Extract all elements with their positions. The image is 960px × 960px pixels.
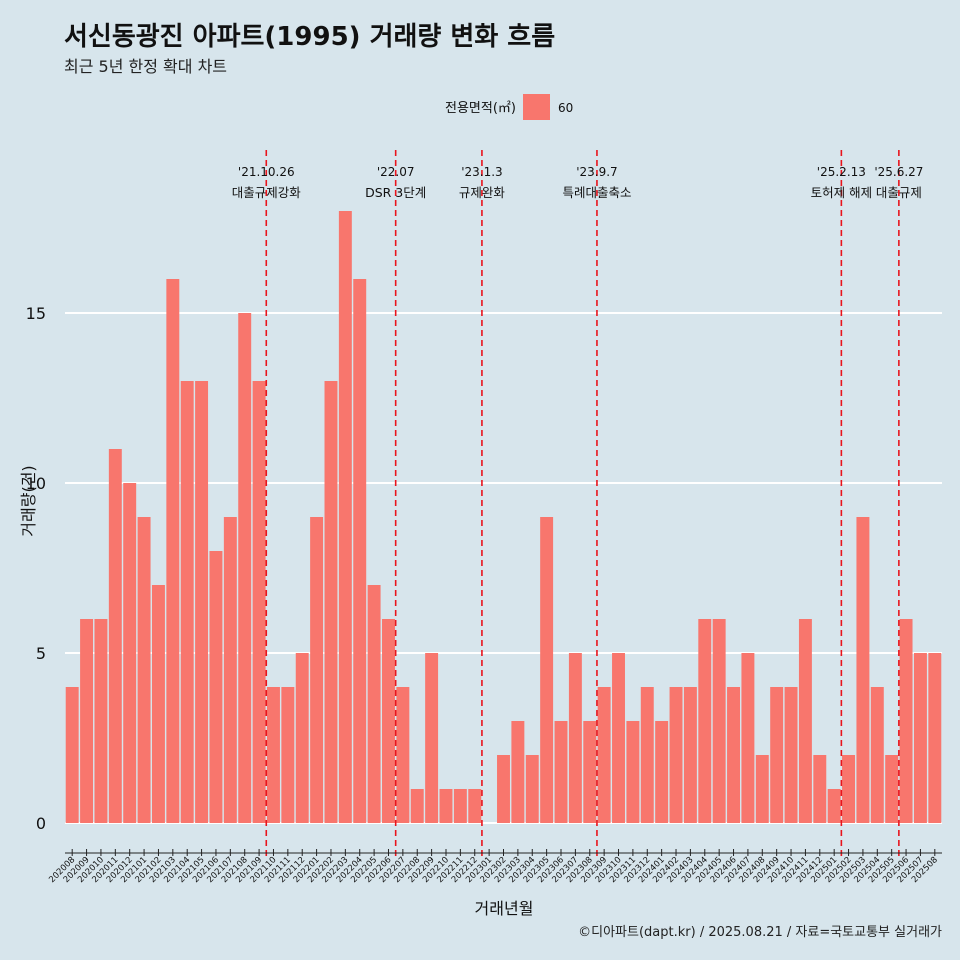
bar-202008 (65, 687, 79, 823)
chart-subtitle: 최근 5년 한정 확대 차트 (64, 57, 228, 76)
bar-202502 (842, 755, 856, 823)
bar-202105 (195, 381, 209, 823)
bar-202404 (698, 619, 712, 823)
bar-202112 (295, 653, 309, 823)
bar-202508 (928, 653, 942, 823)
legend-label-60: 60 (558, 101, 573, 115)
bar-202203 (338, 211, 352, 823)
legend-title: 전용면적(㎡) (445, 101, 516, 116)
event-label-202110: 대출규제강화 (232, 185, 302, 200)
bar-202009 (80, 619, 94, 823)
bar-202406 (727, 687, 741, 823)
bar-202210 (439, 789, 453, 823)
event-date-202309: '23.9.7 (576, 165, 617, 179)
bar-202107 (223, 517, 237, 823)
source-caption: ©디아파트(dapt.kr) / 2025.08.21 / 자료=국토교통부 실… (578, 925, 942, 940)
bar-202306 (554, 721, 568, 823)
bar-202109 (252, 381, 266, 823)
bar-202311 (626, 721, 640, 823)
bar-202010 (94, 619, 108, 823)
bar-202505 (885, 755, 899, 823)
event-date-202110: '21.10.26 (238, 165, 295, 179)
y-axis: 0 5 10 15 (26, 304, 46, 833)
bar-202211 (453, 789, 467, 823)
bar-202312 (640, 687, 654, 823)
bar-202304 (525, 755, 539, 823)
bar-202507 (913, 653, 927, 823)
event-label-202207: DSR 3단계 (365, 185, 426, 200)
bar-202209 (425, 653, 439, 823)
y-tick-label-5: 5 (36, 644, 46, 663)
y-tick-label-15: 15 (26, 304, 46, 323)
bar-202405 (712, 619, 726, 823)
bar-202012 (123, 483, 137, 823)
event-date-202506: '25.6.27 (874, 165, 923, 179)
event-label-202301: 규제완화 (459, 185, 506, 200)
bar-202206 (382, 619, 395, 823)
bar-202305 (540, 517, 554, 823)
bar-202101 (137, 517, 151, 823)
event-label-202502: 토허제 해제 (811, 185, 872, 200)
bar-202303 (511, 721, 525, 823)
event-date-202502: '25.2.13 (817, 165, 866, 179)
event-label-202506: 대출규제 (876, 185, 922, 200)
bar-202309 (597, 687, 611, 823)
bar-202411 (798, 619, 812, 823)
bar-202103 (166, 279, 180, 823)
chart-title: 서신동광진 아파트(1995) 거래량 변화 흐름 (64, 22, 556, 52)
bar-202407 (741, 653, 755, 823)
legend-key-60 (523, 94, 550, 120)
bars (65, 211, 942, 823)
y-axis-label: 거래량(건) (19, 465, 38, 536)
event-date-202301: '23.1.3 (461, 165, 502, 179)
bar-202408 (755, 755, 769, 823)
bar-202506 (899, 619, 913, 823)
bar-202201 (310, 517, 324, 823)
bar-202205 (367, 585, 381, 823)
bar-202503 (856, 517, 870, 823)
bar-202504 (870, 687, 884, 823)
bar-202102 (151, 585, 165, 823)
x-axis: 2020082020092020102020112020122021012021… (47, 849, 942, 885)
event-label-202309: 특례대출축소 (562, 185, 631, 200)
bar-202110 (266, 687, 280, 823)
bar-202104 (180, 381, 194, 823)
legend: 전용면적(㎡) 60 (445, 94, 573, 120)
bar-202501 (827, 789, 841, 823)
bar-202106 (209, 551, 223, 823)
bar-202212 (468, 789, 482, 823)
bar-202307 (568, 653, 582, 823)
bar-202111 (281, 687, 295, 823)
bar-202310 (612, 653, 625, 823)
event-date-202207: '22.07 (377, 165, 415, 179)
bar-202401 (655, 721, 669, 823)
bar-202403 (683, 687, 697, 823)
bar-202207 (396, 687, 410, 823)
bar-202410 (784, 687, 798, 823)
bar-202412 (813, 755, 827, 823)
bar-202208 (410, 789, 424, 823)
bar-202308 (583, 721, 597, 823)
x-axis-label: 거래년월 (475, 899, 534, 918)
bar-202204 (353, 279, 367, 823)
bar-202011 (108, 449, 122, 823)
bar-202202 (324, 381, 338, 823)
bar-202302 (497, 755, 510, 823)
event-markers: '21.10.26 대출규제강화 '22.07 DSR 3단계 '23.1.3 규제완화 '… (232, 150, 923, 856)
bar-202409 (770, 687, 784, 823)
y-tick-label-0: 0 (36, 814, 46, 833)
bar-202402 (669, 687, 683, 823)
bar-202108 (238, 313, 252, 823)
y-tick-label-10: 10 (26, 474, 46, 493)
